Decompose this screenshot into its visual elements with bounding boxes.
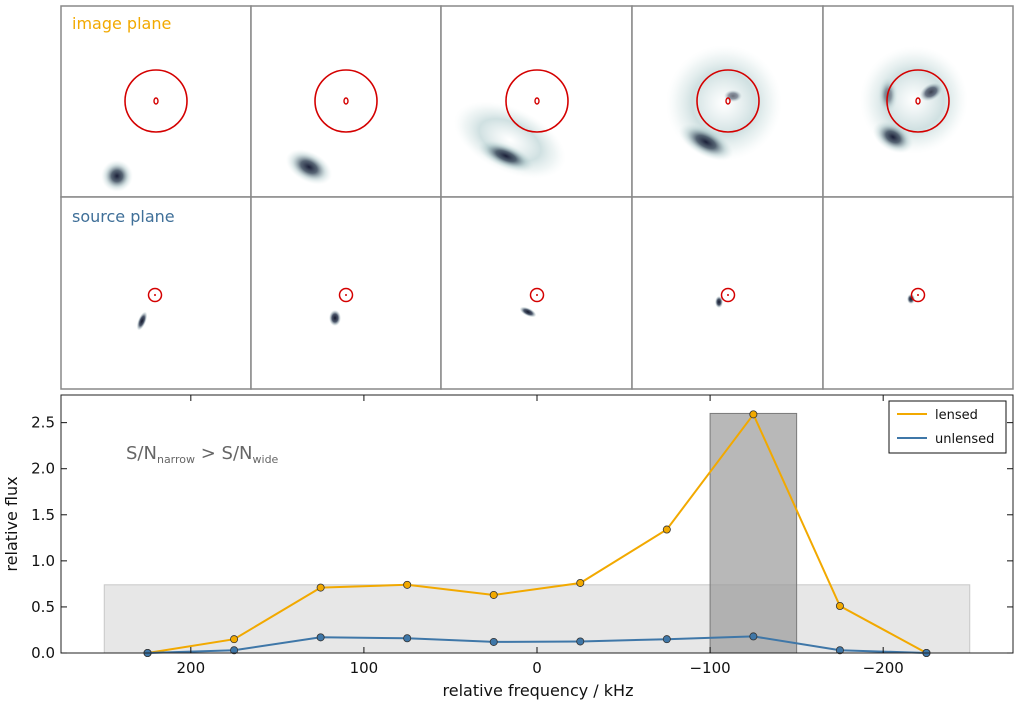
data-point-lensed: [316, 583, 325, 592]
data-point-lensed: [749, 410, 758, 419]
data-point-unlensed: [662, 635, 671, 644]
caustic-center: [727, 294, 729, 296]
caustic-circle: [720, 287, 736, 303]
critical-curve: [314, 69, 378, 133]
image-plane-label: image plane: [72, 14, 171, 33]
y-tick-label: 2.0: [31, 460, 55, 478]
caustic-circle: [529, 287, 545, 303]
source-panel-1: [60, 196, 252, 390]
spectrum-chart: 200 100 0 −100 −200 0.0 0.5 1.0 1.5 2.0 2.5 S/Nnar…: [2, 394, 1014, 700]
annotation: S/Nnarrow > S/Nwide: [126, 443, 279, 466]
series-line-unlensed: [147, 635, 927, 654]
critical-curve: [886, 69, 950, 133]
legend-label-lensed: lensed: [935, 408, 978, 423]
x-tick-label: 200: [176, 659, 205, 677]
critical-curve: [696, 69, 760, 133]
source-panel-2: [250, 196, 442, 390]
source-panel-3: [440, 196, 633, 390]
critical-curve: [505, 69, 569, 133]
data-point-lensed: [835, 602, 844, 611]
y-tick-label: 1.0: [31, 552, 55, 570]
data-point-unlensed: [749, 632, 758, 641]
lensed-image-blob: [101, 160, 133, 192]
caustic: [153, 97, 159, 105]
x-tick-label: −100: [689, 659, 730, 677]
source-blob: [329, 310, 341, 326]
source-blob: [519, 306, 537, 318]
caustic: [534, 97, 540, 105]
data-point-lensed: [576, 578, 585, 587]
lensed-arc-halo: [453, 101, 567, 179]
data-point-unlensed: [230, 646, 239, 655]
x-tick-label: 100: [350, 659, 379, 677]
caustic-circle: [147, 287, 163, 303]
caustic-center: [536, 294, 538, 296]
band-narrow: [709, 412, 798, 654]
data-point-lensed: [489, 590, 498, 599]
source-plane-row: source plane: [60, 196, 1014, 390]
critical-curve: [124, 69, 188, 133]
legend-box: [888, 400, 1007, 454]
data-point-lensed: [403, 580, 412, 589]
legend-label-unlensed: unlensed: [935, 432, 994, 447]
y-axis-label: relative flux: [2, 476, 21, 571]
data-point-lensed: [230, 635, 239, 644]
series-line-lensed: [147, 412, 927, 654]
y-tick-label: 2.5: [31, 414, 55, 432]
lensed-image-blob: [285, 149, 333, 185]
series-layer: [143, 410, 931, 658]
x-tick-label: 0: [532, 659, 542, 677]
source-panel-4: [631, 196, 824, 390]
caustic: [725, 97, 731, 105]
image-panel-1: [60, 5, 252, 198]
data-point-unlensed: [489, 637, 498, 646]
caustic-center: [154, 294, 156, 296]
x-tick-label: −200: [863, 659, 904, 677]
y-tick-label: 0.0: [31, 644, 55, 662]
caustic-circle: [338, 287, 354, 303]
data-point-unlensed: [403, 634, 412, 643]
lensed-image-blob: [919, 82, 943, 102]
image-panel-2: [250, 5, 442, 198]
caustic-center: [917, 294, 919, 296]
legend: lensed unlensed: [888, 400, 1007, 454]
source-panel-5: [822, 196, 1014, 390]
data-point-unlensed: [316, 633, 325, 642]
y-tick-label: 0.5: [31, 598, 55, 616]
lensed-image-blob: [678, 123, 734, 161]
source-blob: [907, 294, 915, 304]
caustic: [915, 97, 921, 105]
caustic-circle: [910, 287, 926, 303]
lensed-image-blob: [477, 140, 535, 172]
source-blob: [136, 311, 148, 331]
lensed-image-blob: [724, 90, 742, 102]
data-point-unlensed: [835, 646, 844, 655]
image-plane-row: image plane: [60, 5, 1014, 198]
caustic-center: [345, 294, 347, 296]
ticks-layer: 200 100 0 −100 −200 0.0 0.5 1.0 1.5 2.0 2.5: [31, 395, 1013, 677]
caustic: [343, 97, 349, 105]
y-tick-label: 1.5: [31, 506, 55, 524]
source-plane-label: source plane: [72, 207, 175, 226]
data-point-unlensed: [576, 637, 585, 646]
source-blob: [715, 296, 723, 308]
x-axis-label: relative frequency / kHz: [443, 681, 634, 700]
data-point-lensed: [662, 525, 671, 534]
